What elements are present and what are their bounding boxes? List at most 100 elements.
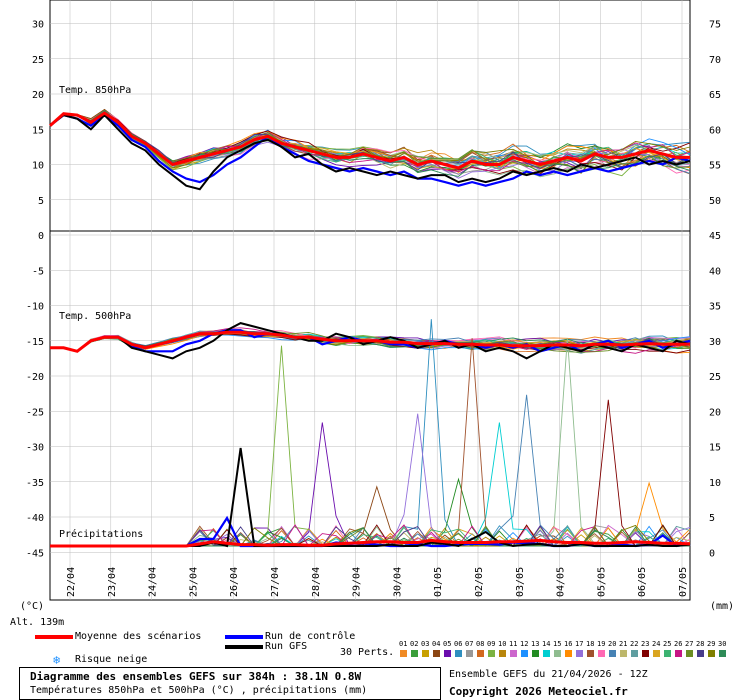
left-tick-label: -45 [26, 548, 44, 559]
left-tick-label: 20 [32, 90, 44, 101]
info-box: Diagramme des ensembles GEFS sur 384h : … [19, 667, 441, 700]
pert-swatch [598, 650, 605, 657]
pert-number: 08 [476, 640, 485, 648]
date-tick-label: 01/05 [433, 567, 444, 597]
pert-swatch [631, 650, 638, 657]
pert-swatch [499, 650, 506, 657]
pert-number: 20 [608, 640, 617, 648]
legend-mean: Moyenne des scénarios [75, 631, 202, 642]
pert-number: 27 [685, 640, 694, 648]
pert-swatch [675, 650, 682, 657]
date-tick-label: 02/05 [474, 567, 485, 597]
snowflake-icon: ❄ [53, 653, 61, 667]
pert-swatch [422, 650, 429, 657]
pert-swatch [686, 650, 693, 657]
pert-swatch [521, 650, 528, 657]
legend-control: Run de contrôle [265, 631, 356, 642]
left-tick-label: 25 [32, 55, 44, 66]
pert-swatch [609, 650, 616, 657]
t500-gfs-line [50, 322, 691, 360]
date-tick-label: 26/04 [229, 567, 240, 597]
pert-swatch [510, 650, 517, 657]
legend-snow: Risque neige [75, 654, 148, 665]
right-tick-label: 45 [709, 231, 721, 242]
pert-number: 25 [663, 640, 672, 648]
date-tick-label: 28/04 [311, 567, 322, 597]
date-tick-label: 04/05 [556, 567, 567, 597]
pert-number: 10 [498, 640, 507, 648]
date-tick-label: 07/05 [678, 567, 689, 597]
right-tick-label: 15 [709, 443, 721, 454]
pert-swatch [543, 650, 550, 657]
right-tick-label: 25 [709, 372, 721, 383]
run-info: Ensemble GEFS du 21/04/2026 - 12Z [449, 669, 648, 680]
series-group [49, 108, 691, 548]
label-t500: Temp. 500hPa [59, 311, 131, 322]
t850-gfs-line [49, 113, 691, 191]
left-tick-label: 30 [32, 20, 44, 31]
pert-number: 18 [586, 640, 595, 648]
left-tick-label: 5 [38, 196, 44, 207]
right-tick-label: 0 [709, 548, 715, 559]
pert-swatch [444, 650, 451, 657]
right-tick-label: 75 [709, 20, 721, 31]
label-t850: Temp. 850hPa [59, 85, 131, 96]
right-axis-unit: (mm) [710, 601, 734, 612]
pert-number: 13 [531, 640, 540, 648]
date-tick-label: 25/04 [188, 567, 199, 597]
right-tick-label: 60 [709, 125, 721, 136]
pert-number: 28 [696, 640, 705, 648]
t500-pert-line [50, 331, 690, 352]
pert-number: 06 [454, 640, 463, 648]
right-tick-label: 40 [709, 266, 721, 277]
right-tick-label: 50 [709, 196, 721, 207]
date-tick-label: 05/05 [596, 567, 607, 597]
pert-number: 15 [553, 640, 562, 648]
right-tick-label: 55 [709, 161, 721, 172]
pert-number: 12 [520, 640, 529, 648]
pert-swatch [466, 650, 473, 657]
altitude: Alt. 139m [10, 617, 65, 628]
right-tick-label: 5 [709, 513, 715, 524]
date-tick-label: 22/04 [66, 567, 77, 597]
left-tick-label: -35 [26, 478, 44, 489]
pert-number: 01 [399, 640, 408, 648]
right-tick-label: 35 [709, 302, 721, 313]
pert-swatch [488, 650, 495, 657]
legend-gfs-swatch [225, 645, 263, 649]
legend-mean-swatch [35, 635, 73, 639]
date-axis-ticks: 22/04 23/04 24/04 25/04 26/04 27/04 28/04 29/04… [66, 567, 689, 597]
date-tick-label: 30/04 [392, 567, 403, 597]
pert-swatch [587, 650, 594, 657]
pert-number: 09 [487, 640, 496, 648]
t850-control-line [49, 113, 691, 187]
pert-number: 02 [410, 640, 419, 648]
left-tick-label: -20 [26, 372, 44, 383]
pert-swatch [642, 650, 649, 657]
pert-swatch [576, 650, 583, 657]
pert-swatch [532, 650, 539, 657]
pert-number: 14 [542, 640, 551, 648]
date-tick-label: 27/04 [270, 567, 281, 597]
legend-perts: 30 Perts. [340, 647, 395, 658]
pert-swatch [708, 650, 715, 657]
pert-swatch [433, 650, 440, 657]
pert-number: 30 [718, 640, 727, 648]
pert-number: 29 [707, 640, 716, 648]
date-tick-label: 29/04 [352, 567, 363, 597]
date-tick-label: 03/05 [515, 567, 526, 597]
pert-swatch [565, 650, 572, 657]
grid [50, 0, 690, 600]
left-tick-label: -30 [26, 443, 44, 454]
pert-number: 07 [465, 640, 474, 648]
pert-number: 26 [674, 640, 683, 648]
pert-swatch [411, 650, 418, 657]
date-tick-label: 24/04 [148, 567, 159, 597]
pert-number: 04 [432, 640, 441, 648]
pert-number: 23 [641, 640, 650, 648]
date-tick-label: 06/05 [637, 567, 648, 597]
pert-number: 05 [443, 640, 452, 648]
pert-number: 24 [652, 640, 661, 648]
pert-number: 19 [597, 640, 606, 648]
